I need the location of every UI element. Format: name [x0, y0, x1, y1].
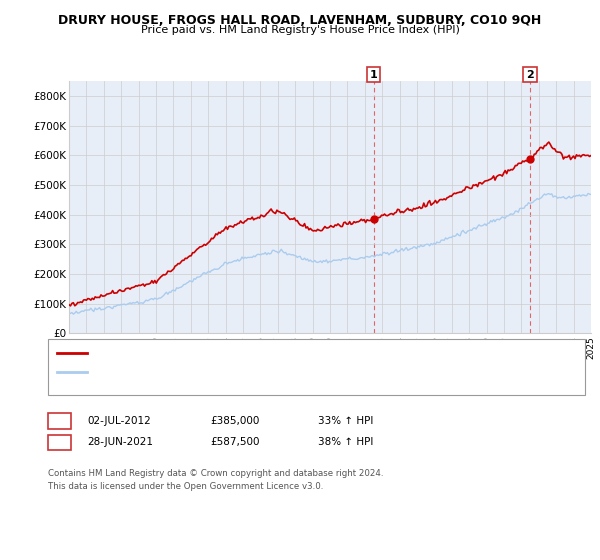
- Text: 38% ↑ HPI: 38% ↑ HPI: [318, 437, 373, 447]
- Text: £587,500: £587,500: [210, 437, 260, 447]
- Text: Price paid vs. HM Land Registry's House Price Index (HPI): Price paid vs. HM Land Registry's House …: [140, 25, 460, 35]
- Text: 2: 2: [56, 437, 63, 447]
- Point: [368, 214, 379, 223]
- Point: [525, 155, 535, 164]
- Text: HPI: Average price, detached house, Babergh: HPI: Average price, detached house, Babe…: [93, 367, 315, 377]
- Text: 33% ↑ HPI: 33% ↑ HPI: [318, 416, 373, 426]
- Text: £385,000: £385,000: [210, 416, 259, 426]
- Text: 1: 1: [56, 416, 63, 426]
- Text: This data is licensed under the Open Government Licence v3.0.: This data is licensed under the Open Gov…: [48, 482, 323, 491]
- Text: 28-JUN-2021: 28-JUN-2021: [87, 437, 153, 447]
- Text: 2: 2: [526, 69, 534, 80]
- Text: 02-JUL-2012: 02-JUL-2012: [87, 416, 151, 426]
- Text: DRURY HOUSE, FROGS HALL ROAD, LAVENHAM, SUDBURY, CO10 9QH: DRURY HOUSE, FROGS HALL ROAD, LAVENHAM, …: [58, 14, 542, 27]
- Text: 1: 1: [370, 69, 377, 80]
- Text: DRURY HOUSE, FROGS HALL ROAD, LAVENHAM, SUDBURY, CO10 9QH (detached house): DRURY HOUSE, FROGS HALL ROAD, LAVENHAM, …: [93, 348, 524, 358]
- Text: Contains HM Land Registry data © Crown copyright and database right 2024.: Contains HM Land Registry data © Crown c…: [48, 469, 383, 478]
